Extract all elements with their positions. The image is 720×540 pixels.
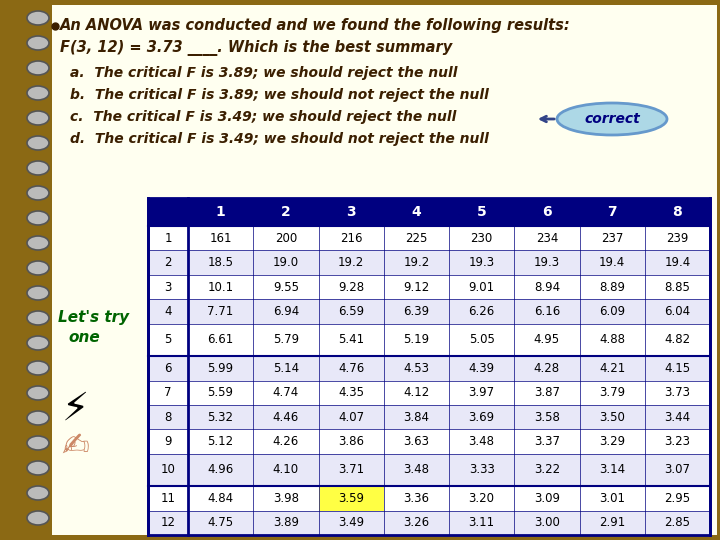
Text: 6.09: 6.09 <box>599 305 625 318</box>
Ellipse shape <box>27 436 49 450</box>
Text: 3.33: 3.33 <box>469 463 495 476</box>
Text: 3.59: 3.59 <box>338 492 364 505</box>
Text: 10: 10 <box>161 463 176 476</box>
Text: 3.07: 3.07 <box>665 463 690 476</box>
Text: 8.85: 8.85 <box>665 281 690 294</box>
Text: 4.10: 4.10 <box>273 463 299 476</box>
Text: 5.05: 5.05 <box>469 333 495 346</box>
Text: 4.75: 4.75 <box>207 516 234 529</box>
Text: 8: 8 <box>672 205 683 219</box>
Text: 5.41: 5.41 <box>338 333 364 346</box>
FancyBboxPatch shape <box>148 226 710 251</box>
Text: 3.97: 3.97 <box>469 386 495 399</box>
Text: 3.00: 3.00 <box>534 516 560 529</box>
FancyBboxPatch shape <box>148 356 710 381</box>
Ellipse shape <box>27 161 49 175</box>
Text: 4.84: 4.84 <box>207 492 234 505</box>
Text: 4.07: 4.07 <box>338 410 364 423</box>
Ellipse shape <box>27 511 49 525</box>
Text: 6.39: 6.39 <box>403 305 429 318</box>
FancyBboxPatch shape <box>148 275 710 299</box>
Text: 7: 7 <box>164 386 172 399</box>
Text: 237: 237 <box>601 232 624 245</box>
Text: 9.55: 9.55 <box>273 281 299 294</box>
FancyBboxPatch shape <box>148 198 710 226</box>
Text: 6.94: 6.94 <box>273 305 299 318</box>
Text: 234: 234 <box>536 232 558 245</box>
Text: ⚡: ⚡ <box>61 390 89 428</box>
Text: 3.23: 3.23 <box>665 435 690 448</box>
Text: 4.53: 4.53 <box>403 362 429 375</box>
Text: 6.26: 6.26 <box>469 305 495 318</box>
Text: 3.79: 3.79 <box>599 386 625 399</box>
Text: 4.39: 4.39 <box>469 362 495 375</box>
Ellipse shape <box>27 236 49 250</box>
Text: 19.3: 19.3 <box>469 256 495 269</box>
Text: 3.73: 3.73 <box>665 386 690 399</box>
Text: 4: 4 <box>164 305 172 318</box>
Text: 4.26: 4.26 <box>273 435 299 448</box>
Ellipse shape <box>27 211 49 225</box>
Text: 19.2: 19.2 <box>403 256 430 269</box>
Text: 3.37: 3.37 <box>534 435 560 448</box>
Text: 5.32: 5.32 <box>207 410 233 423</box>
Ellipse shape <box>27 286 49 300</box>
Text: 3.58: 3.58 <box>534 410 560 423</box>
Text: 3.48: 3.48 <box>403 463 429 476</box>
Text: 19.3: 19.3 <box>534 256 560 269</box>
Ellipse shape <box>27 111 49 125</box>
FancyBboxPatch shape <box>148 454 710 486</box>
Text: 4.46: 4.46 <box>273 410 299 423</box>
Text: 4.21: 4.21 <box>599 362 625 375</box>
Text: 3.26: 3.26 <box>403 516 429 529</box>
Text: 4.95: 4.95 <box>534 333 560 346</box>
Ellipse shape <box>27 261 49 275</box>
Text: 8.89: 8.89 <box>599 281 625 294</box>
Text: 9.28: 9.28 <box>338 281 364 294</box>
Text: 4.76: 4.76 <box>338 362 364 375</box>
Ellipse shape <box>27 361 49 375</box>
Text: 3.44: 3.44 <box>665 410 690 423</box>
Text: 2.95: 2.95 <box>665 492 690 505</box>
FancyBboxPatch shape <box>148 299 710 323</box>
Text: a.  The critical F is 3.89; we should reject the null: a. The critical F is 3.89; we should rej… <box>70 66 457 80</box>
Text: 3.11: 3.11 <box>469 516 495 529</box>
Text: 6.16: 6.16 <box>534 305 560 318</box>
Ellipse shape <box>27 336 49 350</box>
FancyBboxPatch shape <box>148 511 710 535</box>
Text: 6.04: 6.04 <box>665 305 690 318</box>
Text: 4.96: 4.96 <box>207 463 234 476</box>
Text: 2: 2 <box>164 256 172 269</box>
Text: 12: 12 <box>161 516 176 529</box>
Text: 3.14: 3.14 <box>599 463 625 476</box>
Text: 11: 11 <box>161 492 176 505</box>
Text: 8.94: 8.94 <box>534 281 560 294</box>
Text: 4.88: 4.88 <box>599 333 625 346</box>
Text: 3.36: 3.36 <box>403 492 429 505</box>
Text: 2.91: 2.91 <box>599 516 625 529</box>
Text: 3.20: 3.20 <box>469 492 495 505</box>
Text: 7: 7 <box>607 205 617 219</box>
Text: 19.0: 19.0 <box>273 256 299 269</box>
Text: 19.4: 19.4 <box>665 256 690 269</box>
Text: F(3, 12) = 3.73 ____. Which is the best summary: F(3, 12) = 3.73 ____. Which is the best … <box>60 40 452 56</box>
Ellipse shape <box>27 386 49 400</box>
Text: 9: 9 <box>164 435 172 448</box>
Ellipse shape <box>27 11 49 25</box>
Text: 4.35: 4.35 <box>338 386 364 399</box>
Text: 5.79: 5.79 <box>273 333 299 346</box>
FancyBboxPatch shape <box>148 429 710 454</box>
Text: An ANOVA was conducted and we found the following results:: An ANOVA was conducted and we found the … <box>60 18 571 33</box>
Text: 3.98: 3.98 <box>273 492 299 505</box>
Text: 3.87: 3.87 <box>534 386 560 399</box>
Text: b.  The critical F is 3.89; we should not reject the null: b. The critical F is 3.89; we should not… <box>70 88 489 102</box>
Text: 5.59: 5.59 <box>207 386 233 399</box>
Text: ✍: ✍ <box>61 430 89 463</box>
Ellipse shape <box>27 61 49 75</box>
Text: 3.48: 3.48 <box>469 435 495 448</box>
Text: 3.50: 3.50 <box>599 410 625 423</box>
Text: 4: 4 <box>412 205 421 219</box>
Text: 3: 3 <box>164 281 171 294</box>
FancyBboxPatch shape <box>52 5 717 535</box>
